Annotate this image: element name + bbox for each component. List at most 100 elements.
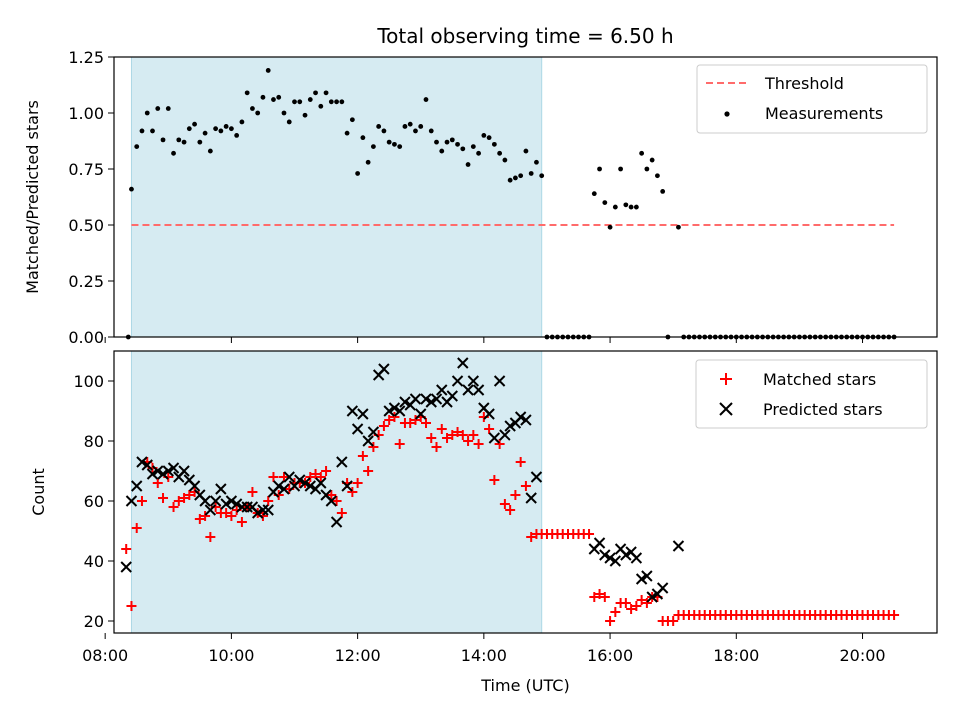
predicted-star-point-stroke (204, 504, 217, 516)
predicted-star-point-stroke (120, 561, 132, 573)
predicted-star-point-stroke (409, 393, 422, 405)
predicted-star-point-stroke (672, 540, 685, 552)
measurement-point (328, 99, 334, 105)
measurement-point (281, 110, 287, 116)
measurement-point (165, 106, 171, 111)
predicted-star-point-stroke (357, 408, 369, 420)
matched-star-point (442, 433, 453, 443)
bottom-y-tick-label: 100 (73, 372, 104, 391)
top-panel: 0.00 0.25 0.50 0.75 1.00 1.25 Matched/Predict… (23, 48, 938, 347)
predicted-star-point-stroke (436, 384, 448, 396)
measurement-point (370, 144, 376, 150)
measurement-point (129, 186, 134, 192)
predicted-star-point-stroke (225, 495, 238, 507)
measurement-point (407, 121, 413, 127)
legend-threshold-label: Threshold (764, 74, 844, 93)
measurement-point (418, 124, 424, 129)
measurement-point (360, 135, 366, 141)
matched-star-point (347, 487, 358, 497)
predicted-star-point (656, 582, 669, 594)
top-y-tick-label: 0.75 (68, 160, 104, 179)
measurement-point (286, 119, 292, 125)
measurement-point (265, 68, 271, 73)
predicted-star-point (388, 402, 401, 414)
predicted-star-point-stroke (362, 435, 374, 447)
legend-matched-swatch (720, 373, 732, 385)
bottom-y-ticks: 20 40 60 80 100 (73, 372, 114, 631)
bottom-panel: 20 40 60 80 100 08:00 10:00 12:00 14:00 16:00 18:… (29, 350, 938, 695)
matched-star-point (131, 523, 142, 533)
predicted-star-point (446, 390, 458, 402)
matched-star-point (352, 478, 363, 488)
predicted-star-point-stroke (246, 501, 259, 513)
predicted-star-point (336, 456, 348, 468)
predicted-star-point (436, 384, 448, 396)
predicted-star-point-stroke (330, 516, 343, 528)
matched-star-point (626, 604, 637, 614)
matched-star-point (499, 499, 510, 509)
predicted-star-point-stroke (162, 465, 174, 477)
predicted-star-point-stroke (136, 456, 148, 468)
matched-star-point (610, 607, 621, 617)
predicted-star-point (672, 540, 685, 552)
predicted-star-point (499, 429, 511, 441)
predicted-star-point (609, 555, 622, 567)
measurement-point (176, 137, 182, 143)
predicted-star-point (362, 435, 374, 447)
measurement-point (255, 110, 261, 116)
predicted-star-point-stroke (336, 456, 348, 468)
measurement-point (202, 130, 208, 136)
matched-star-point (515, 457, 526, 467)
matched-star-point (236, 517, 247, 527)
predicted-star-point (136, 456, 148, 468)
measurement-point (507, 177, 513, 183)
legend-measurements-label: Measurements (765, 104, 883, 123)
predicted-star-point-stroke (131, 480, 143, 492)
matched-star-point (494, 439, 505, 449)
matched-star-point (605, 616, 616, 626)
measurement-point (444, 139, 450, 145)
predicted-star-point-stroke (520, 414, 532, 426)
matched-star-point (200, 511, 211, 521)
matched-star-point (431, 442, 442, 452)
predicted-star-point (209, 495, 222, 507)
top-axes-frame (113, 56, 938, 338)
measurement-point (470, 144, 476, 150)
predicted-star-point (620, 549, 632, 561)
predicted-star-point (146, 468, 159, 480)
predicted-star-point-stroke (656, 582, 669, 594)
predicted-star-point-stroke (194, 489, 206, 501)
predicted-star-point-stroke (262, 504, 274, 516)
predicted-star-point (167, 462, 180, 474)
predicted-star-point-stroke (199, 495, 211, 507)
predicted-star-point-stroke (220, 498, 232, 510)
measurement-point (655, 173, 660, 179)
bottom-legend: Matched stars Predicted stars (695, 359, 928, 429)
matched-star-point (584, 529, 595, 539)
matched-star-point (599, 592, 610, 602)
predicted-star-point-stroke (125, 495, 138, 507)
legend-matched-label: Matched stars (763, 370, 876, 389)
predicted-star-point (430, 393, 443, 405)
measurement-point (228, 126, 234, 132)
predicted-star-point (325, 495, 338, 507)
predicted-star-point (225, 495, 238, 507)
measurement-point (192, 121, 197, 127)
predicted-star-point (294, 474, 306, 486)
predicted-star-point (530, 471, 543, 483)
measurement-point (250, 106, 255, 111)
predicted-star-point-stroke (393, 405, 406, 417)
measurement-point (539, 173, 545, 179)
matched-star-point (489, 475, 500, 485)
predicted-star-point-stroke (278, 483, 290, 495)
predicted-star-point-stroke (614, 543, 627, 555)
predicted-star-point-stroke (415, 408, 427, 420)
measurement-point (628, 204, 634, 210)
predicted-star-point (278, 483, 290, 495)
predicted-star-point-stroke (472, 384, 485, 396)
predicted-star-point-stroke (478, 402, 490, 414)
predicted-star-point-stroke (183, 474, 196, 486)
matched-star-point (410, 415, 421, 425)
matched-star-point (447, 430, 458, 440)
